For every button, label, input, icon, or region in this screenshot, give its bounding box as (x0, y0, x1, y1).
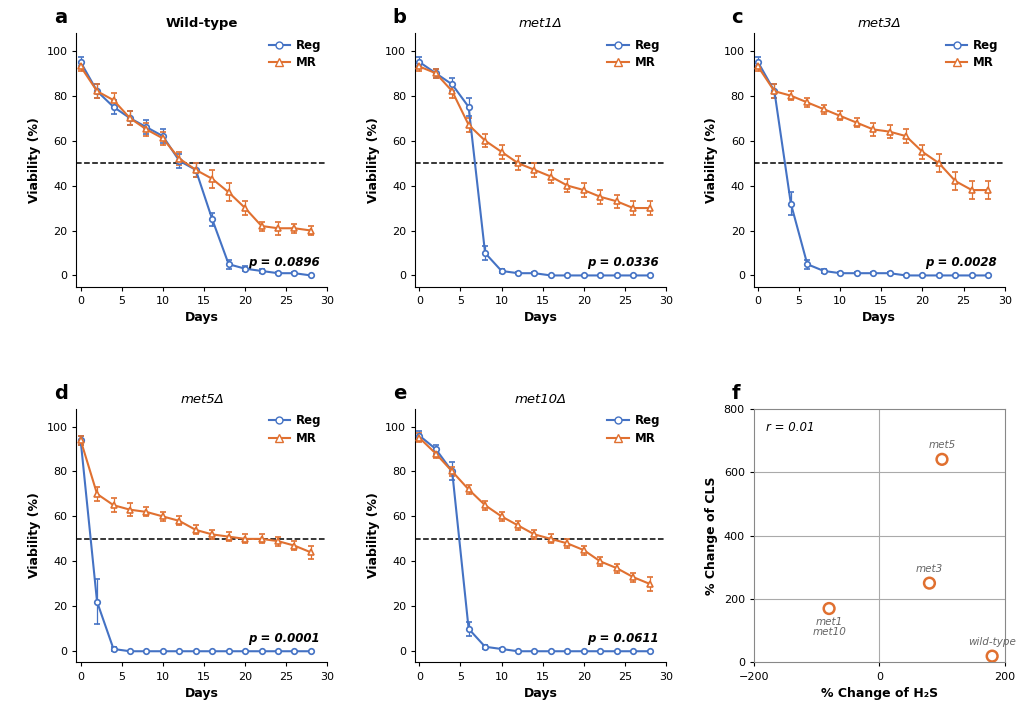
X-axis label: Days: Days (184, 312, 219, 324)
Text: p = 0.0896: p = 0.0896 (248, 256, 320, 269)
Legend: Reg, MR: Reg, MR (269, 39, 321, 69)
Point (933, 454, 950, 465)
Text: p = 0.0001: p = 0.0001 (248, 632, 320, 645)
Title: Wild-type: Wild-type (165, 17, 237, 30)
Text: met1: met1 (814, 617, 842, 628)
Point (983, 650, 1000, 662)
Text: f: f (731, 384, 739, 403)
X-axis label: % Change of H₂S: % Change of H₂S (820, 687, 936, 700)
Title: met5Δ: met5Δ (180, 393, 223, 406)
Text: wild-type: wild-type (967, 637, 1015, 647)
Text: c: c (731, 8, 742, 27)
Title: met3Δ: met3Δ (857, 17, 900, 30)
Y-axis label: Viability (%): Viability (%) (28, 493, 41, 579)
Text: met10: met10 (811, 627, 845, 637)
Text: d: d (54, 384, 68, 403)
Legend: Reg, MR: Reg, MR (607, 414, 659, 446)
X-axis label: Days: Days (523, 312, 557, 324)
Text: p = 0.0028: p = 0.0028 (924, 256, 997, 269)
Y-axis label: Viability (%): Viability (%) (366, 493, 379, 579)
Y-axis label: % Change of CLS: % Change of CLS (704, 476, 717, 595)
X-axis label: Days: Days (523, 687, 557, 700)
Text: e: e (392, 384, 406, 403)
Text: met3: met3 (915, 564, 943, 574)
Legend: Reg, MR: Reg, MR (269, 414, 321, 446)
X-axis label: Days: Days (861, 312, 896, 324)
Text: a: a (54, 8, 67, 27)
Text: met5: met5 (927, 440, 955, 451)
Y-axis label: Viability (%): Viability (%) (28, 116, 41, 202)
Title: met10Δ: met10Δ (514, 393, 567, 406)
Point (920, 577, 936, 589)
Text: r = 0.01: r = 0.01 (765, 422, 814, 435)
Point (820, 603, 837, 614)
Legend: Reg, MR: Reg, MR (607, 39, 659, 69)
Legend: Reg, MR: Reg, MR (946, 39, 998, 69)
Y-axis label: Viability (%): Viability (%) (366, 116, 379, 202)
Text: b: b (392, 8, 407, 27)
Text: p = 0.0611: p = 0.0611 (586, 632, 658, 645)
X-axis label: Days: Days (184, 687, 219, 700)
Text: p = 0.0336: p = 0.0336 (586, 256, 658, 269)
Title: met1Δ: met1Δ (519, 17, 561, 30)
Y-axis label: Viability (%): Viability (%) (704, 116, 717, 202)
